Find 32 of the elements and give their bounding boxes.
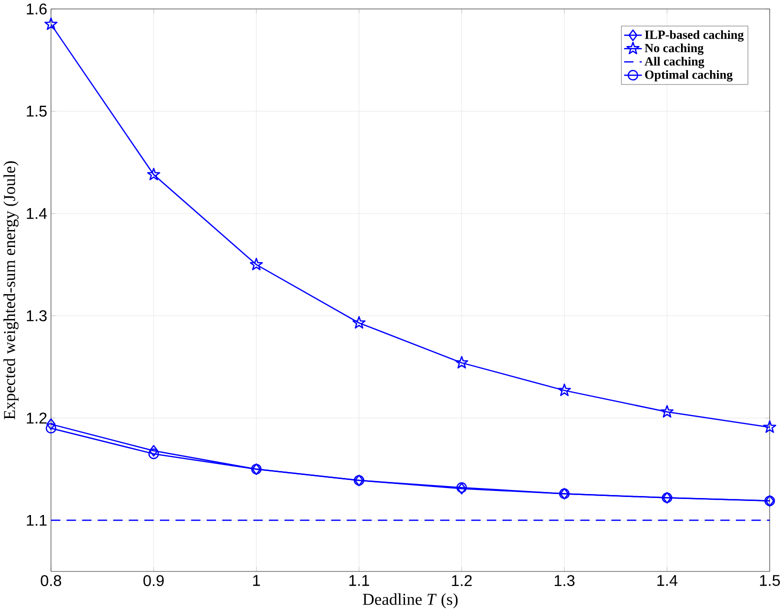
- x-tick-label: 0.9: [143, 575, 164, 586]
- y-tick-label: 1.3: [26, 310, 47, 322]
- x-tick-label: 1.1: [349, 575, 370, 586]
- point: [352, 316, 366, 329]
- point: [558, 384, 571, 396]
- point: [250, 258, 263, 270]
- y-tick-label: 1.2: [26, 412, 47, 424]
- x-tick-label: 1.3: [554, 575, 575, 586]
- x-tick-label: 1: [253, 575, 260, 586]
- point: [46, 423, 56, 434]
- legend-label: No caching: [644, 44, 704, 56]
- point: [149, 445, 158, 457]
- x-tick-label: 0.8: [40, 575, 62, 586]
- legend-label: All caching: [644, 56, 704, 68]
- point: [763, 420, 776, 434]
- y-tick-label: 1.5: [26, 106, 47, 117]
- point: [44, 18, 58, 30]
- x-tick-label: 1.5: [760, 575, 780, 586]
- point: [660, 405, 674, 418]
- y-tick-label: 1.4: [26, 208, 47, 219]
- y-tick-label: 1.1: [26, 515, 47, 526]
- x-axis-title: Deadline T (s): [362, 593, 458, 608]
- legend-label: ILP-based caching: [644, 30, 744, 42]
- y-tick-label: 1.6: [26, 4, 47, 15]
- y-axis-title: Expected weighted-sum energy (Joule): [3, 161, 19, 420]
- point: [148, 448, 159, 460]
- x-tick-label: 1.4: [657, 575, 678, 586]
- point: [147, 168, 160, 180]
- x-tick-label: 1.2: [452, 575, 472, 586]
- legend-label: Optimal caching: [645, 70, 733, 82]
- point: [455, 356, 468, 369]
- point: [46, 418, 56, 430]
